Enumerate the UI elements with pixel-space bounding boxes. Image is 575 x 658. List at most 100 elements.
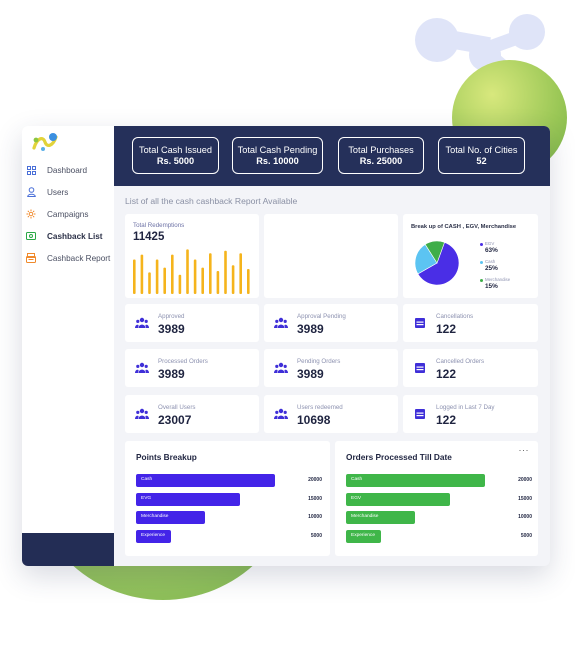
metric-label: Users redeemed — [297, 404, 343, 411]
metric-pending-orders: Pending Orders 3989 — [264, 349, 398, 387]
users-group-icon — [135, 362, 149, 373]
redemption-bar — [209, 253, 212, 294]
legend-percent: 63% — [485, 247, 498, 254]
orders-row: Merchandise 10000 — [346, 511, 532, 524]
metric-logged-in-last-7-day: Logged in Last 7 Day 122 — [403, 395, 538, 433]
points-row: Merchandise 10000 — [136, 511, 322, 524]
sidebar-item-cashback-list[interactable]: Cashback List — [22, 225, 114, 247]
orders-bar-label: EGV — [351, 495, 362, 501]
legend-dot — [480, 261, 483, 264]
report-icon — [26, 253, 36, 263]
metric-users-redeemed: Users redeemed 10698 — [264, 395, 398, 433]
calendar-icon — [415, 363, 425, 373]
redemption-bar — [247, 269, 250, 294]
sidebar-footer — [22, 533, 114, 566]
breakup-pie-card: Break up of CASH , EGV, Merchandise EGV … — [403, 214, 538, 298]
stat-title: Total Cash Pending — [237, 144, 318, 155]
metric-value: 3989 — [158, 367, 185, 381]
redemption-bar — [231, 265, 235, 294]
points-bar-value: 5000 — [310, 532, 322, 539]
points-bar: EVG — [136, 492, 241, 506]
orders-bar-value: 10000 — [518, 514, 532, 520]
metric-label: Overall Users — [158, 404, 196, 411]
users-group-icon — [274, 317, 288, 328]
orders-bar-value: 20000 — [518, 477, 532, 483]
users-group-icon — [274, 362, 288, 373]
metric-approval-pending: Approval Pending 3989 — [264, 304, 398, 342]
legend-name: Cash — [485, 259, 496, 264]
points-row: Experience 5000 — [136, 529, 322, 543]
users-group-icon — [135, 317, 149, 328]
pie-slice-egv — [417, 241, 460, 286]
points-bar: Experience — [136, 529, 171, 543]
redemption-bar — [163, 267, 166, 294]
legend-name: EGV — [485, 241, 495, 246]
orders-row: Cash 20000 — [346, 474, 532, 487]
sidebar-item-users[interactable]: Users — [22, 181, 114, 203]
points-bar: Cash — [136, 474, 275, 487]
stat-total-cash-issued: Total Cash Issued Rs. 5000 — [132, 137, 219, 174]
metric-value: 122 — [436, 367, 457, 381]
dashboard-window: Dashboard Users Campaigns Cashback List — [22, 126, 550, 566]
redemption-bar — [140, 254, 144, 294]
metric-value: 122 — [436, 413, 457, 427]
legend-dot — [480, 243, 483, 246]
sidebar-item-label: Dashboard — [47, 165, 88, 175]
legend-dot — [480, 279, 483, 282]
stat-value: Rs. 25000 — [359, 155, 403, 166]
redemption-bar — [178, 274, 182, 294]
orders-bar: Experience — [346, 529, 381, 543]
redemption-bar — [171, 254, 174, 294]
sidebar-item-cashback-report[interactable]: Cashback Report — [22, 247, 114, 269]
calendar-icon — [415, 409, 425, 419]
brand-logo — [32, 133, 58, 151]
metric-label: Cancellations — [436, 313, 474, 320]
orders-bar-value: 15000 — [518, 495, 532, 502]
sidebar-item-dashboard[interactable]: Dashboard — [22, 159, 114, 181]
panel-menu-button[interactable]: ··· — [518, 445, 529, 455]
points-bar-value: 15000 — [308, 495, 322, 502]
redemption-bar — [224, 250, 227, 294]
metric-processed-orders: Processed Orders 3989 — [125, 349, 259, 387]
metric-cancelled-orders: Cancelled Orders 122 — [403, 349, 538, 387]
stat-title: Total Cash Issued — [138, 144, 213, 155]
orders-bar: EGV — [346, 492, 451, 506]
user-icon — [26, 187, 36, 197]
sidebar-nav: Dashboard Users Campaigns Cashback List — [22, 159, 114, 269]
stat-value: Rs. 5000 — [156, 155, 195, 166]
pie-slice-merchandise — [424, 240, 445, 264]
orders-bar-label: Experience — [351, 532, 375, 538]
empty-card — [264, 214, 398, 298]
redemption-bar — [216, 270, 220, 294]
metric-value: 10698 — [297, 413, 331, 427]
orders-bar-label: Cash — [351, 477, 363, 482]
redemptions-value: 11425 — [133, 231, 165, 243]
metric-label: Cancelled Orders — [436, 358, 485, 365]
redemptions-label: Total Redemptions — [133, 222, 185, 229]
calendar-icon — [415, 318, 425, 328]
orders-bar-value: 5000 — [520, 532, 532, 539]
points-bar: Merchandise — [136, 511, 206, 524]
breakup-pie-chart — [414, 240, 460, 286]
metric-label: Approved — [158, 313, 185, 320]
points-row: EVG 15000 — [136, 492, 322, 506]
orders-bar-label: Merchandise — [351, 514, 379, 519]
metric-value: 3989 — [297, 322, 324, 336]
users-group-icon — [135, 408, 149, 419]
legend-percent: 15% — [485, 283, 498, 290]
metric-approved: Approved 3989 — [125, 304, 259, 342]
metric-label: Processed Orders — [158, 358, 208, 365]
redemption-bar — [155, 259, 159, 294]
points-bar-value: 20000 — [308, 477, 322, 483]
metric-overall-users: Overall Users 23007 — [125, 395, 259, 433]
points-bar-value: 10000 — [308, 514, 322, 520]
sidebar-item-label: Users — [47, 187, 69, 197]
redemption-bar — [133, 259, 136, 294]
orders-bar: Merchandise — [346, 511, 416, 524]
pie-slice-cash — [414, 244, 438, 275]
metric-label: Logged in Last 7 Day — [436, 404, 495, 411]
metric-value: 122 — [436, 322, 457, 336]
sidebar-item-campaigns[interactable]: Campaigns — [22, 203, 114, 225]
points-breakup-title: Points Breakup — [136, 452, 197, 462]
section-title: List of all the cash cashback Report Ava… — [125, 196, 298, 206]
